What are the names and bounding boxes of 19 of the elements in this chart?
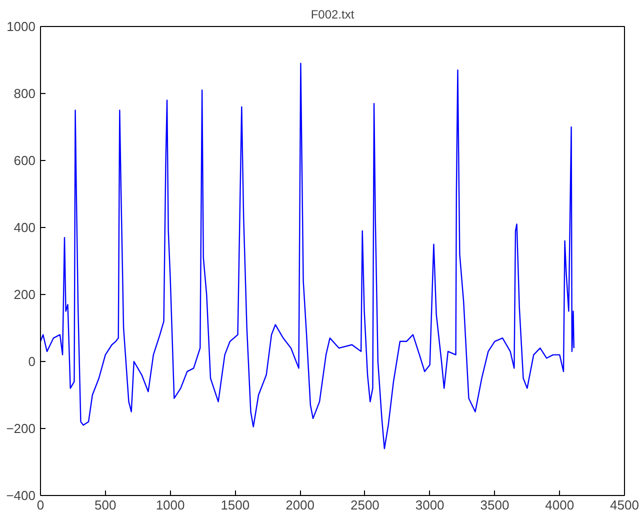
y-tick-label: −400 (6, 488, 36, 503)
chart-title: F002.txt (310, 8, 355, 22)
y-tick-label: 200 (14, 287, 36, 302)
x-tick-label: 500 (94, 498, 116, 512)
y-tick-label: 1000 (6, 19, 36, 34)
y-tick-label: −200 (6, 421, 36, 436)
x-tick-label: 2000 (286, 498, 315, 512)
x-tick-label: 1000 (156, 498, 185, 512)
x-tick-label: 4000 (545, 498, 574, 512)
line-series (40, 62, 574, 450)
x-tick-label: 3500 (480, 498, 510, 512)
y-tick-label: 0 (28, 354, 36, 369)
y-tick-label: 400 (14, 220, 36, 235)
x-tick-label: 2500 (350, 498, 380, 512)
x-tick-label: 4500 (610, 498, 639, 512)
y-tick-label: 600 (14, 153, 36, 168)
x-tick-label: 1500 (220, 498, 250, 512)
x-tick-label: 3000 (415, 498, 444, 512)
y-tick-label: 800 (14, 86, 36, 101)
